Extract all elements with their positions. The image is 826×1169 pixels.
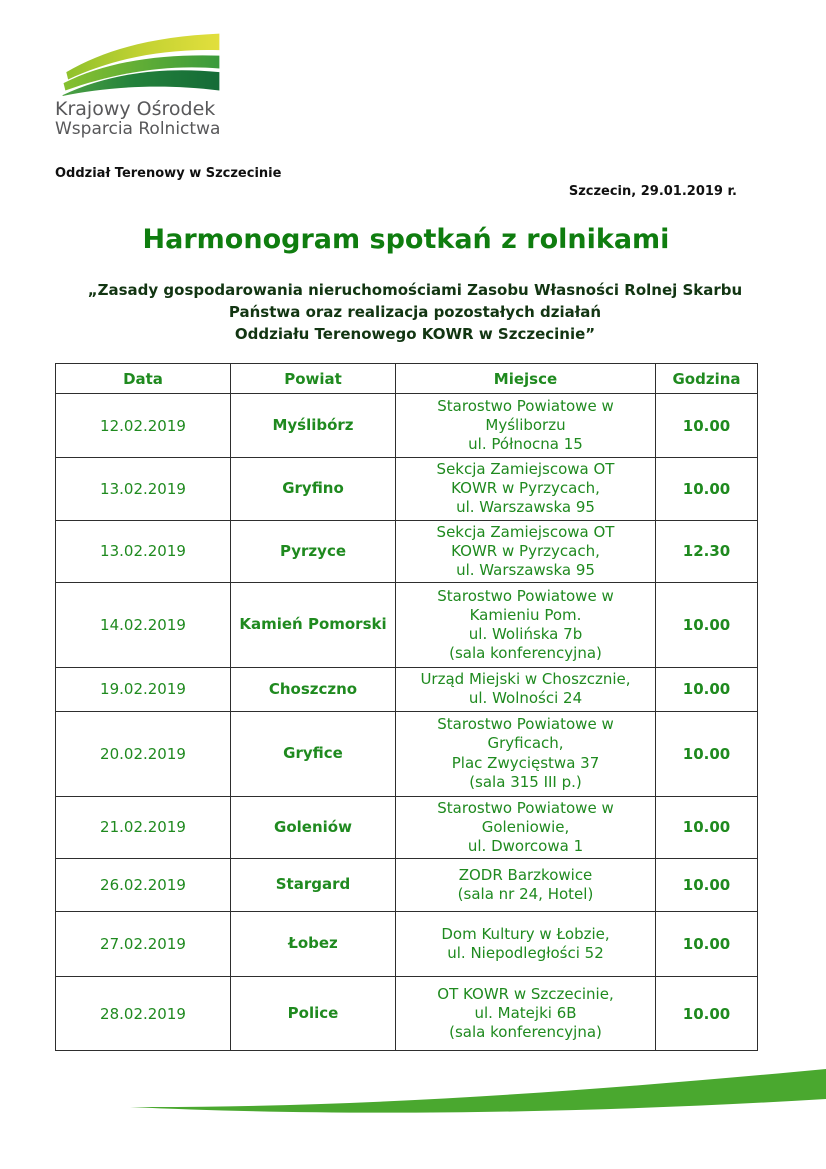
meeting-date: 13.02.2019 [55,457,231,521]
meeting-godzina: 10.00 [655,393,758,458]
table-row: 12.02.2019 Myślibórz Starostwo Powiatowe… [55,393,758,458]
meeting-date: 26.02.2019 [55,858,231,913]
meeting-godzina: 10.00 [655,858,758,913]
logo-text-line1: Krajowy Ośrodek [55,98,216,120]
meeting-date: 28.02.2019 [55,976,231,1052]
page-title: Harmonogram spotkań z rolnikami [142,224,670,255]
col-header-godzina: Godzina [655,363,758,394]
meeting-date: 14.02.2019 [55,582,231,669]
schedule-table: Data Powiat Miejsce Godzina 12.02.2019 M… [55,363,758,1052]
meeting-miejsce: Starostwo Powiatowe w Kamieniu Pom. ul. … [395,582,656,669]
subtitle: „Zasady gospodarowania nieruchomościami … [87,281,743,343]
table-row: 13.02.2019 Pyrzyce Sekcja Zamiejscowa OT… [55,519,758,584]
meeting-godzina: 10.00 [655,710,758,797]
meeting-date: 20.02.2019 [55,710,231,797]
meeting-miejsce: Sekcja Zamiejscowa OT KOWR w Pyrzycach, … [395,457,656,521]
table-row: 14.02.2019 Kamień Pomorski Starostwo Pow… [55,582,758,669]
meeting-powiat: Pyrzyce [230,519,396,584]
meeting-miejsce: OT KOWR w Szczecinie, ul. Matejki 6B (sa… [395,976,656,1052]
logo-text-line2: Wsparcia Rolnictwa [55,118,221,139]
col-header-data: Data [55,363,231,394]
meeting-powiat: Stargard [230,858,396,913]
table-header-row: Data Powiat Miejsce Godzina [55,363,758,394]
meeting-powiat: Goleniów [230,795,396,860]
table-row: 26.02.2019 Stargard ZODR Barzkowice (sal… [55,858,758,913]
meeting-godzina: 10.00 [655,911,758,978]
table-row: 13.02.2019 Gryfino Sekcja Zamiejscowa OT… [55,457,758,521]
meeting-date: 27.02.2019 [55,911,231,978]
meeting-powiat: Myślibórz [230,393,396,458]
meeting-powiat: Gryfice [230,710,396,797]
meeting-date: 21.02.2019 [55,795,231,860]
bottom-swoosh-icon [130,1069,826,1113]
meeting-godzina: 10.00 [655,667,758,712]
table-row: 27.02.2019 Łobez Dom Kultury w Łobzie, u… [55,911,758,978]
table-row: 20.02.2019 Gryfice Starostwo Powiatowe w… [55,710,758,797]
col-header-miejsce: Miejsce [395,363,656,394]
kowr-logo-swoosh-icon [62,33,220,96]
meeting-powiat: Łobez [230,911,396,978]
meeting-godzina: 12.30 [655,519,758,584]
meeting-date: 19.02.2019 [55,667,231,712]
meeting-powiat: Choszczno [230,667,396,712]
meeting-date: 12.02.2019 [55,393,231,458]
meeting-powiat: Police [230,976,396,1052]
col-header-powiat: Powiat [230,363,396,394]
table-row: 19.02.2019 Choszczno Urząd Miejski w Cho… [55,667,758,712]
meeting-godzina: 10.00 [655,976,758,1052]
meeting-godzina: 10.00 [655,457,758,521]
place-date-line: Szczecin, 29.01.2019 r. [568,184,737,199]
table-row: 28.02.2019 Police OT KOWR w Szczecinie, … [55,976,758,1052]
meeting-miejsce: ZODR Barzkowice (sala nr 24, Hotel) [395,858,656,913]
meeting-date: 13.02.2019 [55,519,231,584]
meeting-miejsce: Starostwo Powiatowe w Goleniowie, ul. Dw… [395,795,656,860]
meeting-miejsce: Starostwo Powiatowe w Myśliborzu ul. Pół… [395,393,656,458]
meeting-powiat: Gryfino [230,457,396,521]
meeting-godzina: 10.00 [655,582,758,669]
meeting-miejsce: Starostwo Powiatowe w Gryficach, Plac Zw… [395,710,656,797]
meeting-miejsce: Sekcja Zamiejscowa OT KOWR w Pyrzycach, … [395,519,656,584]
meeting-miejsce: Urząd Miejski w Choszcznie, ul. Wolności… [395,667,656,712]
meeting-powiat: Kamień Pomorski [230,582,396,669]
kowr-logo: Krajowy Ośrodek Wsparcia Rolnictwa [55,30,235,139]
table-row: 21.02.2019 Goleniów Starostwo Powiatowe … [55,795,758,860]
department-line: Oddział Terenowy w Szczecinie [55,166,282,181]
meeting-miejsce: Dom Kultury w Łobzie, ul. Niepodległości… [395,911,656,978]
meeting-godzina: 10.00 [655,795,758,860]
